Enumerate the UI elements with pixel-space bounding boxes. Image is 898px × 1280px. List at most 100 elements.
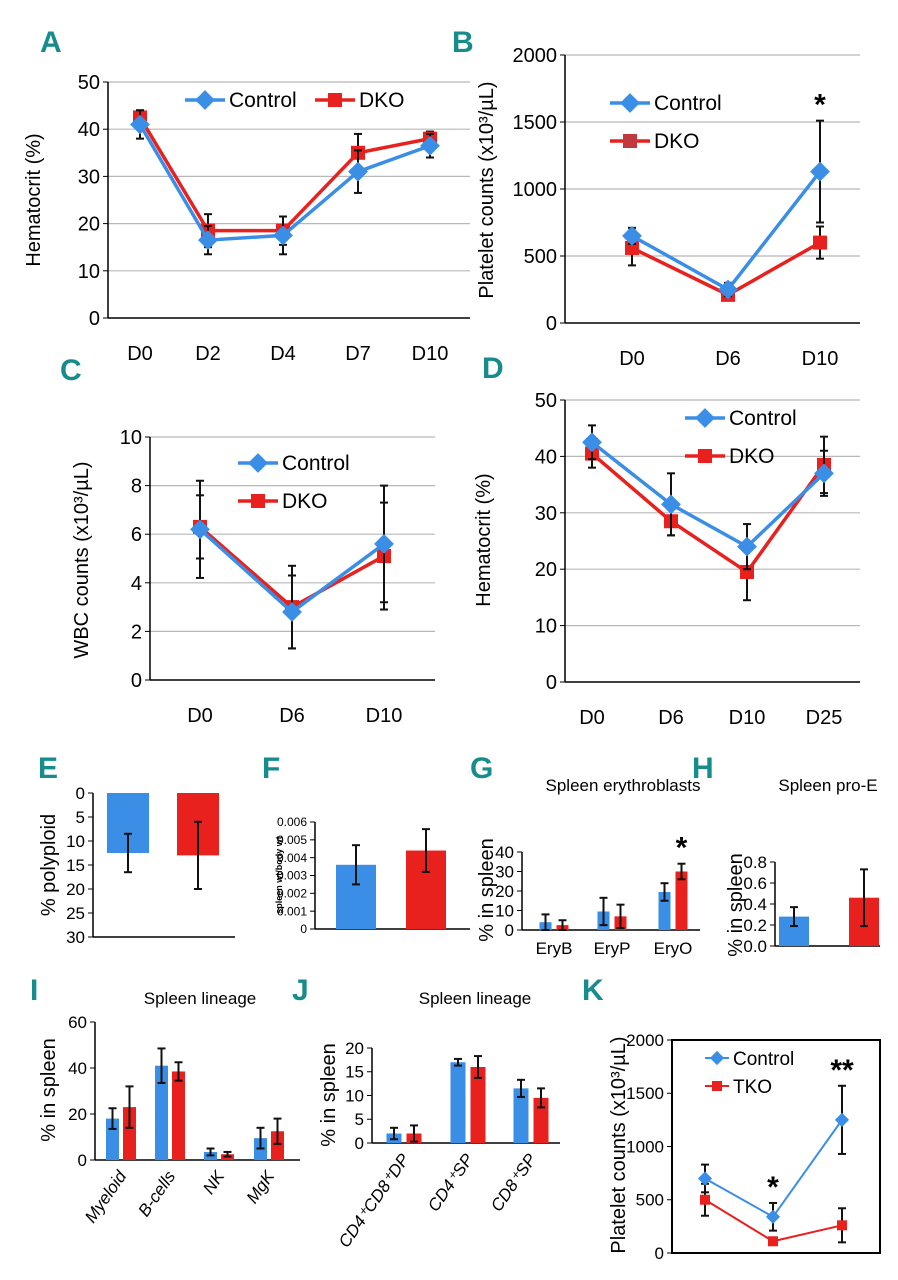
y-tick-label: 0 bbox=[546, 313, 557, 335]
panel-letter: A bbox=[40, 26, 62, 59]
y-tick-label: 0.005 bbox=[277, 833, 307, 847]
data-point-dko bbox=[813, 235, 827, 250]
y-tick-label: 40 bbox=[78, 119, 100, 141]
bar-dko bbox=[172, 1071, 185, 1160]
panel-i: I Spleen lineage 0 20 40 60 % in spleen Myeloid… bbox=[30, 974, 300, 1226]
significance-asterisk: * bbox=[814, 89, 826, 122]
legend-label: Control bbox=[729, 407, 797, 430]
y-tick-label: 20 bbox=[495, 882, 514, 901]
y-tick-label: 0 bbox=[131, 670, 142, 692]
panel-letter: E bbox=[38, 752, 58, 785]
y-tick-label: 50 bbox=[535, 390, 557, 412]
panel-letter: C bbox=[60, 354, 82, 387]
y-tick-label: 0 bbox=[300, 922, 307, 936]
y-axis-label: WBC counts (x10³/µL) bbox=[71, 461, 93, 658]
series-line-dko bbox=[590, 452, 826, 575]
panel-h: H Spleen pro-E 0.0 0.2 0.4 0.6 0.8% in spleen bbox=[692, 752, 880, 957]
y-axis-label: spleen wt/body wt bbox=[274, 836, 284, 914]
bar-control bbox=[450, 1062, 466, 1143]
panel-j: J Spleen lineage 0 5 10 15 20 % in spleen CD4⁺CD… bbox=[292, 974, 560, 1251]
panel-letter: D bbox=[482, 352, 504, 385]
legend-label: DKO bbox=[359, 89, 405, 112]
bar-control bbox=[155, 1065, 168, 1160]
panel-letter: G bbox=[470, 752, 493, 785]
y-tick-label: 0.006 bbox=[277, 815, 307, 829]
y-axis-label: Platelet counts (x10³/µL) bbox=[476, 81, 498, 298]
y-tick-label: 0.8 bbox=[743, 853, 767, 872]
y-tick-label: 2000 bbox=[626, 1031, 664, 1050]
y-tick-label: 30 bbox=[78, 166, 100, 188]
x-tick-label: EryP bbox=[594, 939, 631, 958]
legend-label: DKO bbox=[654, 130, 700, 153]
x-tick-label: D4 bbox=[270, 343, 296, 365]
data-point-control bbox=[420, 135, 440, 156]
panel-b: B 0 500 1000 1500 2000 Platelet counts (x10³/µ… bbox=[452, 26, 860, 370]
legend-marker bbox=[251, 494, 265, 508]
data-point-tko bbox=[768, 1236, 778, 1247]
significance-asterisk: * bbox=[676, 832, 688, 865]
x-tick-label: D6 bbox=[715, 348, 741, 370]
series-line-control bbox=[138, 123, 431, 242]
data-point-control bbox=[661, 494, 681, 515]
y-tick-label: 6 bbox=[131, 524, 142, 546]
legend-label: Control bbox=[282, 452, 350, 475]
y-tick-label: 2000 bbox=[513, 45, 558, 67]
y-tick-label: 0.001 bbox=[277, 904, 307, 918]
x-tick-label: D10 bbox=[802, 348, 839, 370]
y-tick-label: 25 bbox=[66, 904, 85, 923]
y-tick-label: 10 bbox=[345, 1086, 364, 1105]
panel-letter: I bbox=[30, 974, 38, 1007]
y-tick-label: 0.004 bbox=[277, 851, 307, 865]
bar-dko bbox=[470, 1067, 486, 1143]
x-tick-label: D0 bbox=[127, 343, 153, 365]
y-tick-label: 30 bbox=[535, 503, 557, 525]
x-tick-label: CD4⁺SP bbox=[424, 1150, 478, 1215]
y-tick-label: 0 bbox=[505, 921, 514, 940]
legend-label: Control bbox=[229, 89, 297, 112]
y-axis-label: % polyploid bbox=[38, 814, 60, 916]
bar-control bbox=[513, 1088, 529, 1143]
y-tick-label: 0.6 bbox=[743, 874, 767, 893]
data-point-control bbox=[765, 1209, 781, 1224]
y-tick-label: 0 bbox=[89, 308, 100, 330]
data-point-control bbox=[198, 230, 218, 251]
panel-letter: B bbox=[452, 26, 474, 59]
bar-dko bbox=[123, 1107, 136, 1160]
data-point-tko bbox=[700, 1194, 710, 1205]
data-point-control bbox=[814, 463, 834, 484]
y-tick-label: 50 bbox=[78, 72, 100, 94]
legend-label: Control bbox=[733, 1049, 794, 1070]
bar-dko bbox=[675, 871, 688, 930]
y-tick-label: 0 bbox=[546, 672, 557, 694]
y-tick-label: 30 bbox=[66, 928, 85, 947]
y-axis-label: % in spleen bbox=[476, 838, 498, 941]
series-line-control bbox=[590, 440, 826, 549]
y-tick-label: 0 bbox=[655, 1244, 664, 1263]
plot-frame bbox=[671, 1039, 881, 1254]
y-tick-label: 40 bbox=[535, 446, 557, 468]
legend-marker bbox=[698, 449, 712, 463]
y-tick-label: 4 bbox=[131, 573, 142, 595]
data-point-control bbox=[582, 432, 602, 453]
legend-label: TKO bbox=[733, 1077, 772, 1098]
bar-dko bbox=[533, 1097, 549, 1143]
y-tick-label: 60 bbox=[68, 1013, 87, 1032]
x-tick-label: D0 bbox=[619, 348, 645, 370]
y-tick-label: 0.0 bbox=[743, 937, 767, 956]
y-tick-label: 15 bbox=[345, 1063, 364, 1082]
x-tick-label: D0 bbox=[187, 705, 213, 727]
significance-asterisk: * bbox=[767, 1171, 779, 1204]
y-tick-label: 10 bbox=[535, 616, 557, 638]
y-tick-label: 20 bbox=[345, 1039, 364, 1058]
y-tick-label: 10 bbox=[66, 832, 85, 851]
x-tick-label: D7 bbox=[345, 343, 371, 365]
legend-label: DKO bbox=[729, 445, 775, 468]
series-line-dko bbox=[138, 116, 431, 233]
x-tick-label: Myeloid bbox=[81, 1167, 130, 1226]
bar-dko bbox=[271, 1131, 284, 1160]
y-axis-label: Hematocrit (%) bbox=[23, 133, 45, 266]
y-tick-label: 0.4 bbox=[743, 895, 767, 914]
